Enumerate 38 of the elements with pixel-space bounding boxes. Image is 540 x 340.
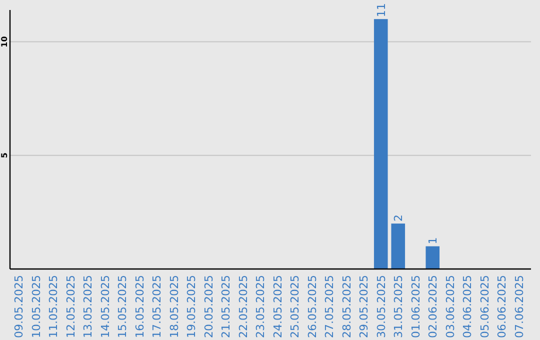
x-tick-label: 06.06.2025	[496, 275, 509, 338]
x-tick-label: 12.05.2025	[64, 275, 78, 338]
x-tick-label: 27.05.2025	[323, 275, 336, 338]
x-tick-label: 09.05.2025	[12, 275, 26, 338]
bar	[426, 246, 440, 269]
x-tick-label: 25.05.2025	[288, 275, 302, 338]
x-tick-label: 17.05.2025	[150, 275, 164, 338]
x-tick-label: 03.06.2025	[444, 275, 457, 338]
x-tick-label: 18.05.2025	[168, 275, 181, 338]
x-tick-label: 16.05.2025	[133, 275, 146, 338]
x-tick-label: 05.06.2025	[478, 275, 492, 338]
x-tick-label: 19.05.2025	[185, 275, 198, 338]
x-tick-label: 11.05.2025	[47, 275, 60, 338]
x-tick-label: 28.05.2025	[340, 275, 354, 338]
x-tick-label: 04.06.2025	[461, 275, 474, 338]
x-tick-label: 29.05.2025	[358, 275, 371, 338]
x-tick-label: 02.06.2025	[426, 275, 440, 338]
y-tick-label: 10	[0, 36, 9, 48]
y-tick-label: 5	[0, 152, 9, 158]
x-tick-label: 10.05.2025	[30, 275, 43, 338]
x-tick-label: 22.05.2025	[236, 275, 250, 338]
x-tick-label: 30.05.2025	[374, 275, 388, 338]
x-tick-label: 21.05.2025	[220, 275, 233, 338]
x-tick-label: 26.05.2025	[306, 275, 319, 338]
x-tick-label: 07.06.2025	[512, 275, 526, 338]
x-tick-label: 20.05.2025	[202, 275, 216, 338]
x-tick-label: 15.05.2025	[116, 275, 130, 338]
x-tick-label: 14.05.2025	[98, 275, 112, 338]
data-label: 1	[426, 237, 440, 244]
x-tick-label: 01.06.2025	[409, 275, 422, 338]
data-label: 2	[392, 214, 406, 222]
x-tick-label: 24.05.2025	[271, 275, 284, 338]
x-tick-label: 31.05.2025	[392, 275, 406, 338]
bar	[391, 224, 406, 269]
data-label: 11	[374, 3, 388, 18]
x-tick-label: 13.05.2025	[82, 275, 95, 338]
x-tick-label: 23.05.2025	[254, 275, 268, 338]
bar	[374, 19, 388, 269]
